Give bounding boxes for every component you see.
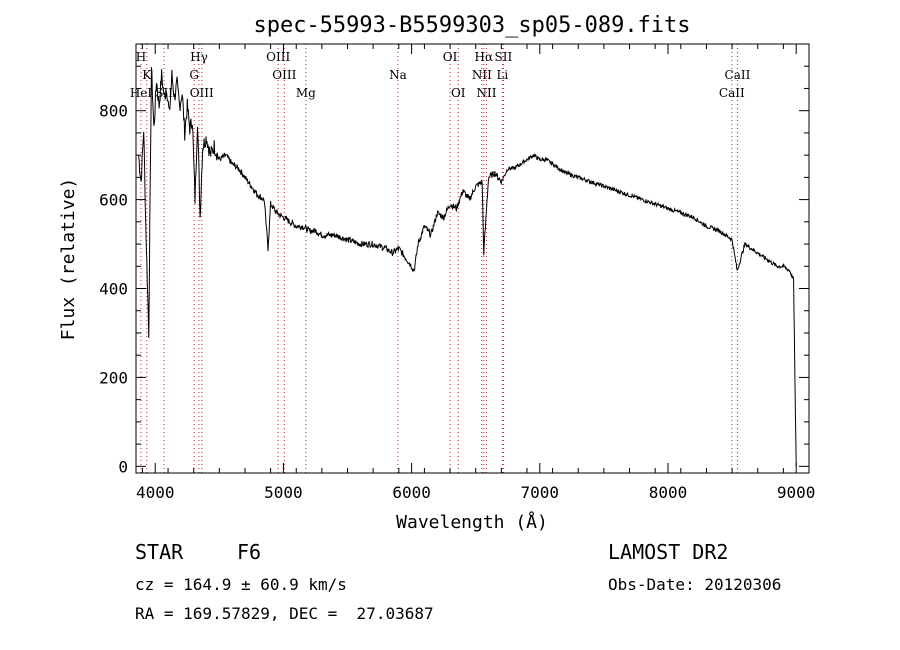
spectrum-series-line <box>139 67 797 466</box>
spectral-line-label: H <box>136 50 146 64</box>
spectral-line-label: CaII <box>725 68 751 82</box>
spectral-line-markers <box>141 44 737 473</box>
spectral-line-label: OIII <box>266 50 290 64</box>
spectral-line-label: NII <box>472 68 492 82</box>
coordinates: RA = 169.57829, DEC = 27.03687 <box>135 604 434 623</box>
spectral-line-label: G <box>189 68 199 82</box>
chart-title: spec-55993-B5599303_sp05-089.fits <box>253 13 690 38</box>
x-tick-label: 8000 <box>649 483 688 502</box>
x-tick-label: 4000 <box>136 483 175 502</box>
x-axis-ticks: 4000 5000 6000 7000 8000 9000 <box>136 44 815 502</box>
spectral-line-label: Hγ <box>190 50 208 64</box>
y-tick-label: 400 <box>99 280 128 299</box>
spectral-line-label: CaII <box>719 86 745 100</box>
y-tick-label: 800 <box>99 102 128 121</box>
spectral-line-label: Li <box>496 68 508 82</box>
spectral-line-label: HeI <box>130 86 153 100</box>
spectral-line-label: SII <box>495 50 513 64</box>
spectral-line-label: OIII <box>272 68 296 82</box>
x-tick-label: 7000 <box>521 483 560 502</box>
spectral-line-label: OI <box>451 86 466 100</box>
x-tick-label: 5000 <box>264 483 303 502</box>
spectral-line-label: Mg <box>296 86 316 100</box>
spectral-line-label: OIII <box>190 86 214 100</box>
spectral-line-label: Hα <box>474 50 493 64</box>
object-subclass: F6 <box>237 540 261 564</box>
object-class: STAR <box>135 540 183 564</box>
redshift-readout: cz = 164.9 ± 60.9 km/s <box>135 575 347 594</box>
x-tick-label: 6000 <box>392 483 431 502</box>
spectral-line-label: Na <box>389 68 407 82</box>
spectral-line-label: NII <box>476 86 496 100</box>
y-tick-label: 200 <box>99 368 128 387</box>
plot-frame <box>136 44 809 473</box>
survey-name: LAMOST DR2 <box>608 540 728 564</box>
y-axis-ticks: 0 200 400 600 800 <box>99 66 809 476</box>
y-tick-label: 0 <box>118 457 128 476</box>
y-axis-label: Flux (relative) <box>58 178 79 341</box>
obs-date: Obs-Date: 20120306 <box>608 575 781 594</box>
x-tick-label: 9000 <box>777 483 816 502</box>
x-axis-label: Wavelength (Å) <box>396 511 548 533</box>
y-tick-label: 600 <box>99 191 128 210</box>
spectral-line-label: K <box>142 68 152 82</box>
spectral-line-label: OI <box>443 50 458 64</box>
